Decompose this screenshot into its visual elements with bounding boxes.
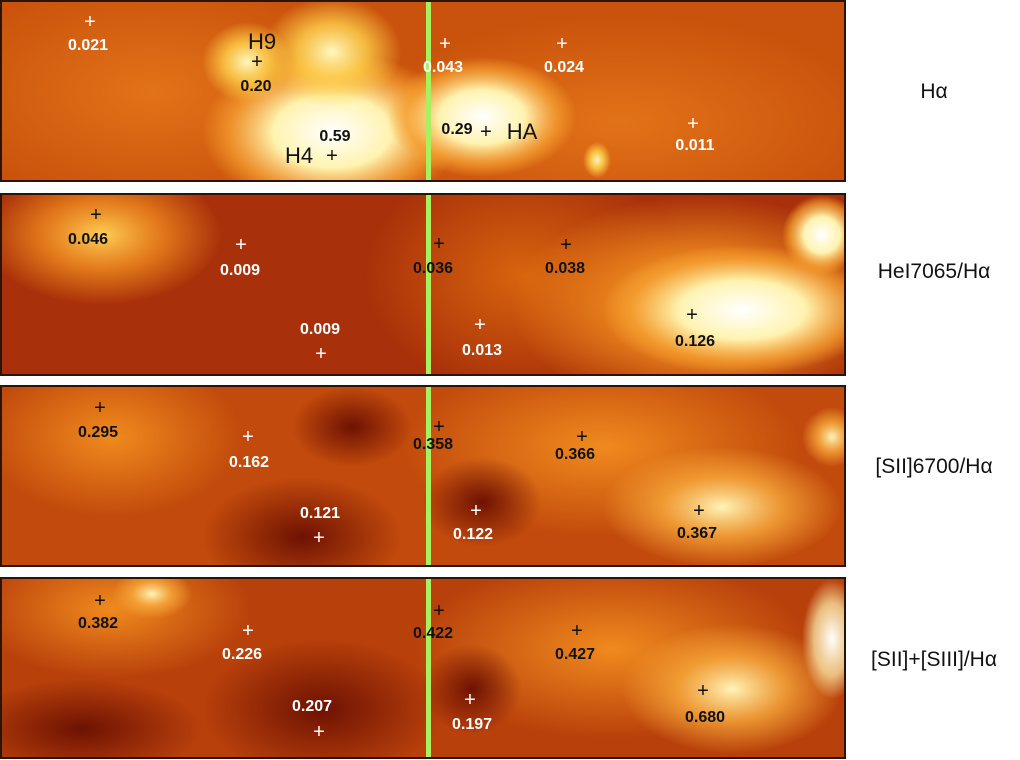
- marker-plus: +: [84, 11, 96, 33]
- slit-line: [426, 195, 431, 374]
- marker-plus: +: [439, 33, 451, 55]
- heatmap-halpha: [2, 2, 844, 180]
- marker-plus: +: [315, 343, 327, 365]
- value-label: 0.20: [240, 78, 272, 95]
- value-label: 0.126: [674, 333, 716, 350]
- region-label-ha: HA: [506, 119, 538, 144]
- value-label: 0.011: [675, 137, 715, 154]
- marker-plus: +: [94, 590, 106, 612]
- marker-plus: +: [571, 620, 583, 642]
- panel-label-sii-siii: [SII]+[SIII]/Hα: [871, 648, 997, 671]
- marker-plus: +: [474, 314, 486, 336]
- panel-halpha: + 0.021 H9 + 0.20 + 0.043 + 0.024 0.59 H…: [0, 0, 846, 182]
- value-label: 0.046: [67, 231, 109, 248]
- marker-plus: +: [693, 500, 705, 522]
- region-label-h9: H9: [247, 29, 277, 54]
- value-label: 0.021: [67, 37, 109, 54]
- value-label: 0.358: [412, 436, 454, 453]
- marker-plus: +: [90, 204, 102, 226]
- marker-plus: +: [242, 426, 254, 448]
- value-label: 0.367: [676, 525, 718, 542]
- marker-plus: +: [464, 689, 476, 711]
- value-label: 0.024: [543, 59, 585, 76]
- panel-hei7065: + 0.046 + 0.009 + 0.036 + 0.038 0.009 + …: [0, 193, 846, 376]
- marker-plus: +: [480, 121, 492, 143]
- value-label: 0.366: [554, 446, 596, 463]
- value-label: 0.295: [77, 424, 119, 441]
- marker-plus: +: [433, 233, 445, 255]
- marker-plus: +: [697, 680, 709, 702]
- marker-plus: +: [470, 500, 482, 522]
- heatmap-hei7065: [2, 195, 844, 374]
- marker-plus: +: [686, 304, 698, 326]
- heatmap-sii-siii: [2, 579, 844, 757]
- value-label: 0.680: [684, 709, 726, 726]
- value-label: 0.009: [219, 262, 261, 279]
- marker-plus: +: [326, 145, 338, 167]
- panel-sii6700: + 0.295 + 0.162 + 0.358 + 0.366 0.121 + …: [0, 385, 846, 567]
- value-label: 0.422: [412, 625, 454, 642]
- heatmap-sii6700: [2, 387, 844, 565]
- marker-plus: +: [433, 416, 445, 438]
- marker-plus: +: [576, 426, 588, 448]
- slit-line: [426, 579, 431, 757]
- value-label: 0.197: [451, 716, 493, 733]
- value-label: 0.122: [452, 526, 494, 543]
- value-label: 0.038: [544, 260, 586, 277]
- value-label: 0.226: [221, 646, 263, 663]
- region-label-h4: H4: [284, 143, 314, 168]
- value-label: 0.382: [77, 615, 119, 632]
- marker-plus: +: [687, 113, 699, 135]
- panel-label-halpha: Hα: [920, 80, 948, 103]
- panel-sii-siii: + 0.382 + 0.226 + 0.422 + 0.427 0.207 + …: [0, 577, 846, 759]
- value-label: 0.207: [291, 698, 333, 715]
- value-label: 0.29: [441, 121, 473, 138]
- marker-plus: +: [235, 234, 247, 256]
- marker-plus: +: [94, 397, 106, 419]
- value-label: 0.121: [299, 505, 341, 522]
- value-label: 0.427: [554, 646, 596, 663]
- value-label: 0.59: [319, 128, 351, 145]
- marker-plus: +: [433, 600, 445, 622]
- value-label: 0.162: [228, 454, 270, 471]
- marker-plus: +: [313, 721, 325, 743]
- value-label: 0.043: [422, 59, 464, 76]
- marker-plus: +: [560, 234, 572, 256]
- marker-plus: +: [556, 33, 568, 55]
- marker-plus: +: [313, 527, 325, 549]
- panel-label-hei7065: HeI7065/Hα: [877, 260, 991, 283]
- panel-label-sii6700: [SII]6700/Hα: [875, 455, 993, 478]
- slit-line: [426, 2, 431, 180]
- value-label: 0.036: [412, 260, 454, 277]
- slit-line: [426, 387, 431, 565]
- marker-plus: +: [242, 620, 254, 642]
- value-label: 0.009: [299, 321, 341, 338]
- marker-plus: +: [251, 51, 263, 73]
- value-label: 0.013: [461, 342, 503, 359]
